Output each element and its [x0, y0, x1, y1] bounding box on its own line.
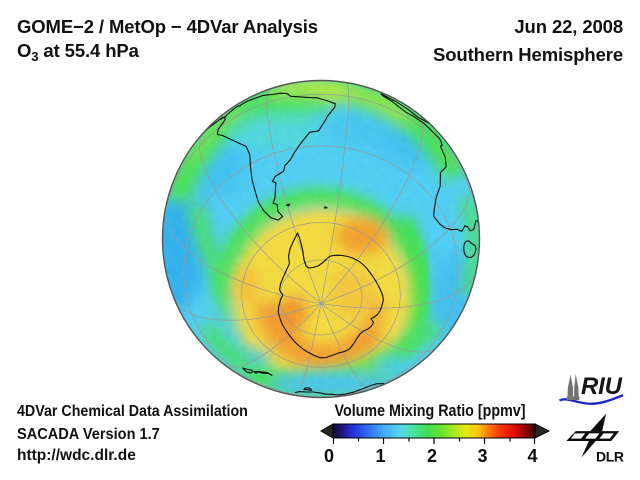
svg-text:4: 4 [527, 446, 537, 466]
svg-text:0: 0 [324, 446, 334, 466]
svg-text:RIU: RIU [581, 373, 623, 400]
svg-text:3: 3 [477, 446, 487, 466]
svg-text:DLR: DLR [596, 449, 624, 465]
svg-text:1: 1 [375, 446, 385, 466]
svg-text:2: 2 [427, 446, 437, 466]
